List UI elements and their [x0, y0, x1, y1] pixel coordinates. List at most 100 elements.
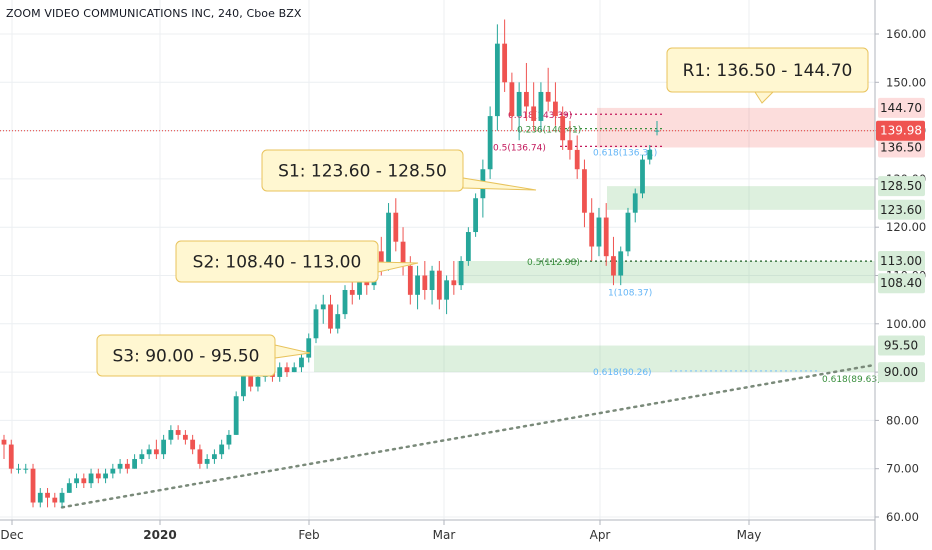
- zone-price-box: [878, 199, 925, 220]
- candle-body: [161, 439, 167, 455]
- candle-body: [313, 309, 319, 339]
- candle-body: [386, 212, 391, 266]
- candle-body: [618, 251, 624, 276]
- zone-price-label: 108.40: [880, 276, 922, 290]
- candle-body: [117, 463, 123, 469]
- candle-body: [45, 492, 50, 498]
- candle-body: [407, 265, 413, 295]
- candle-body: [182, 434, 188, 440]
- candle-body: [473, 198, 479, 233]
- zone-price-label: 113.00: [880, 254, 922, 268]
- callout-label-s2: S2: 108.40 - 113.00: [193, 253, 362, 273]
- candle-body: [124, 463, 130, 469]
- candle-body: [23, 468, 29, 470]
- candle-body: [494, 43, 500, 117]
- zone-price-label: 123.60: [880, 203, 922, 217]
- candle-body: [436, 270, 442, 300]
- candle-body: [168, 430, 174, 440]
- candle-body: [531, 106, 537, 121]
- candle-body: [299, 357, 304, 368]
- candle-body: [190, 439, 196, 450]
- candle-body: [74, 478, 79, 484]
- candle-body: [204, 459, 210, 464]
- y-tick-label: 70.00: [886, 462, 919, 476]
- zone-price-label: 95.50: [884, 339, 918, 353]
- candle-body: [560, 116, 566, 141]
- y-tick-label: 120.00: [886, 220, 926, 234]
- candle-body: [8, 444, 14, 469]
- fib-label: 0.618(89.63): [822, 375, 881, 385]
- candle-body: [132, 459, 137, 469]
- candle-body: [502, 43, 508, 83]
- candle-body: [509, 82, 515, 117]
- candle-body: [465, 232, 471, 262]
- zone-price-box: [878, 137, 925, 158]
- candle-body: [400, 241, 406, 266]
- candle-body: [103, 473, 108, 479]
- candle-body: [429, 270, 435, 290]
- x-tick-label: May: [737, 528, 762, 542]
- zone-price-label: 90.00: [884, 365, 918, 379]
- x-tick-label: Feb: [298, 528, 319, 542]
- candle-body: [320, 304, 326, 310]
- zone-r1: [597, 107, 875, 148]
- candle-body: [328, 304, 333, 329]
- y-tick-label: 150.00: [886, 75, 926, 89]
- candle-body: [241, 362, 246, 397]
- zone-price-box: [878, 273, 925, 294]
- candle-body: [30, 468, 36, 503]
- candle-body: [146, 449, 152, 455]
- candle-body: [640, 159, 645, 194]
- callout-r1: [666, 47, 869, 93]
- candle-body: [545, 91, 551, 102]
- callout-tail: [274, 344, 311, 359]
- callout-label-s3: S3: 90.00 - 95.50: [112, 347, 259, 367]
- candle-body: [393, 212, 399, 242]
- x-tick-label: 2020: [143, 528, 176, 542]
- candle-body: [647, 149, 653, 160]
- candle-body: [625, 212, 631, 252]
- candle-body: [589, 212, 595, 247]
- candle-body: [611, 256, 616, 276]
- fib-label: 0.618(90.26): [593, 368, 652, 378]
- zone-s3: [314, 345, 875, 373]
- candle-body: [306, 338, 312, 358]
- zone-s2: [457, 261, 875, 284]
- candle-body: [422, 275, 428, 290]
- callout-tail: [462, 177, 537, 191]
- candle-body: [516, 91, 522, 117]
- zone-price-box: [878, 335, 925, 356]
- x-tick-label: Dec: [0, 528, 23, 542]
- fib-label: 1(108.37): [608, 288, 652, 298]
- candle-body: [596, 217, 602, 247]
- candle-body: [212, 454, 217, 460]
- fib-label: 0.5(136.74): [493, 143, 546, 153]
- candle-body: [364, 280, 370, 286]
- candle-body: [357, 280, 362, 295]
- candle-body: [444, 280, 449, 300]
- x-tick-label: Apr: [590, 528, 611, 542]
- candle-body: [110, 468, 116, 474]
- zone-s1: [607, 186, 875, 210]
- candle-body: [284, 367, 290, 373]
- callout-label-r1: R1: 136.50 - 144.70: [683, 61, 853, 81]
- candle-body: [66, 483, 72, 493]
- candle-body: [88, 473, 94, 484]
- fib-label: 0.618(136.31): [593, 148, 657, 158]
- candle-body: [632, 193, 638, 213]
- chart-title: ZOOM VIDEO COMMUNICATIONS INC, 240, Cboe…: [6, 7, 302, 20]
- candle-body: [603, 217, 609, 257]
- candle-body: [487, 116, 493, 170]
- zone-price-label: 144.70: [880, 101, 922, 115]
- candle-body: [255, 376, 261, 387]
- candle-body: [233, 396, 239, 435]
- y-tick-label: 80.00: [886, 413, 919, 427]
- candle-body: [139, 454, 145, 460]
- last-price-box: [876, 120, 925, 141]
- candle-body: [567, 140, 573, 150]
- callout-s2: [175, 240, 379, 283]
- candle-body: [654, 130, 660, 132]
- x-tick-label: Mar: [433, 528, 456, 542]
- candle-body: [349, 289, 355, 295]
